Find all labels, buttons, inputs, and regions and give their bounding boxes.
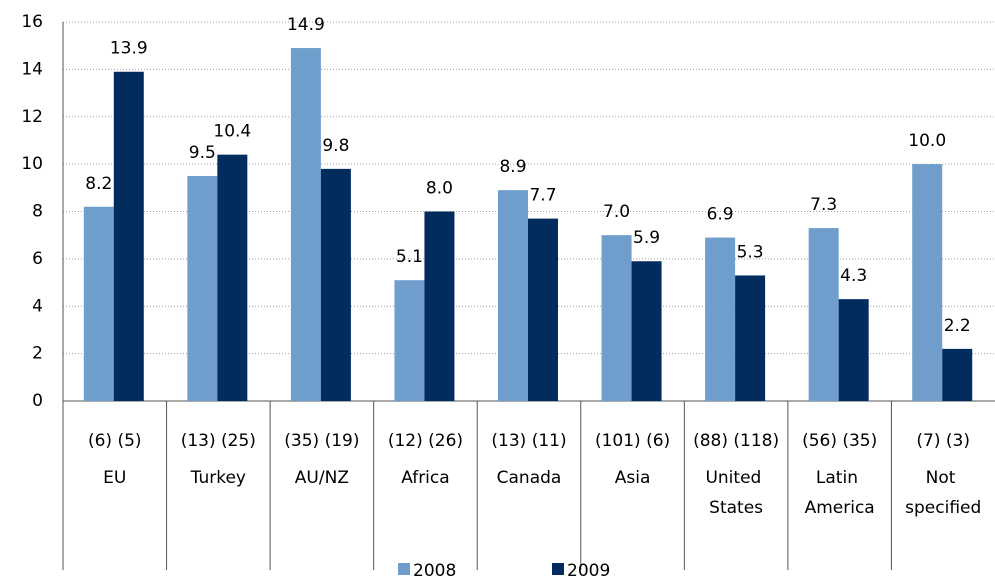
count-label: (13) (11) (491, 431, 566, 451)
value-label: 4.3 (840, 266, 867, 286)
value-label: 7.7 (529, 186, 556, 206)
bar (838, 299, 869, 401)
count-label: (12) (26) (388, 431, 463, 451)
bar (187, 175, 218, 401)
bar (808, 228, 839, 401)
value-label: 9.8 (322, 136, 349, 156)
bar (705, 237, 736, 401)
y-tick-label: 2 (32, 344, 43, 364)
x-tick-label: EU (103, 468, 126, 488)
bar (601, 235, 632, 401)
y-tick-label: 16 (21, 12, 43, 32)
value-label: 5.1 (396, 247, 423, 267)
value-label: 10.0 (908, 131, 946, 151)
x-tick-label: Latin America (805, 468, 875, 518)
value-label: 14.9 (287, 15, 325, 35)
count-label: (56) (35) (802, 431, 877, 451)
value-label: 7.0 (603, 202, 630, 222)
bar (498, 190, 528, 401)
legend-label: 2008 (413, 561, 456, 581)
bar (394, 280, 425, 401)
value-label: 13.9 (110, 39, 148, 59)
value-label: 5.9 (633, 228, 660, 248)
count-label: (13) (25) (181, 431, 256, 451)
bar (217, 154, 248, 401)
bar (113, 71, 144, 402)
x-tick-label: United States (705, 468, 766, 518)
y-tick-label: 14 (21, 59, 43, 79)
value-label: 5.3 (737, 242, 764, 262)
y-tick-label: 0 (32, 391, 43, 411)
bar (528, 218, 558, 401)
value-label: 8.2 (85, 174, 112, 194)
y-tick-label: 4 (32, 296, 43, 316)
legend-label: 2009 (567, 561, 610, 581)
bar (912, 164, 943, 401)
value-label: 9.5 (189, 143, 216, 163)
bar (83, 206, 114, 401)
count-label: (88) (118) (693, 431, 779, 451)
y-tick-label: 12 (21, 107, 43, 127)
count-label: (6) (5) (88, 431, 142, 451)
legend-swatch (552, 563, 564, 575)
bar (631, 261, 662, 401)
count-label: (101) (6) (595, 431, 670, 451)
bar (735, 275, 766, 401)
bar (942, 348, 973, 401)
bar (320, 168, 351, 401)
value-label: 8.9 (499, 157, 526, 177)
y-tick-label: 8 (32, 202, 43, 222)
y-tick-label: 10 (21, 154, 43, 174)
y-tick-label: 6 (32, 249, 43, 269)
value-label: 6.9 (707, 205, 734, 225)
value-label: 2.2 (944, 316, 971, 336)
value-label: 8.0 (426, 179, 453, 199)
x-tick-label: Turkey (190, 468, 246, 488)
count-label: (7) (3) (916, 431, 970, 451)
value-label: 10.4 (213, 122, 251, 142)
count-label: (35) (19) (284, 431, 359, 451)
x-tick-label: Not specified (905, 468, 981, 518)
x-tick-label: Canada (497, 468, 562, 488)
legend-swatch (398, 563, 410, 575)
bar (424, 211, 455, 401)
value-label: 7.3 (810, 195, 837, 215)
x-tick-label: Asia (615, 468, 651, 488)
bar (290, 48, 321, 402)
x-tick-label: AU/NZ (295, 468, 349, 488)
x-tick-label: Africa (401, 468, 450, 488)
